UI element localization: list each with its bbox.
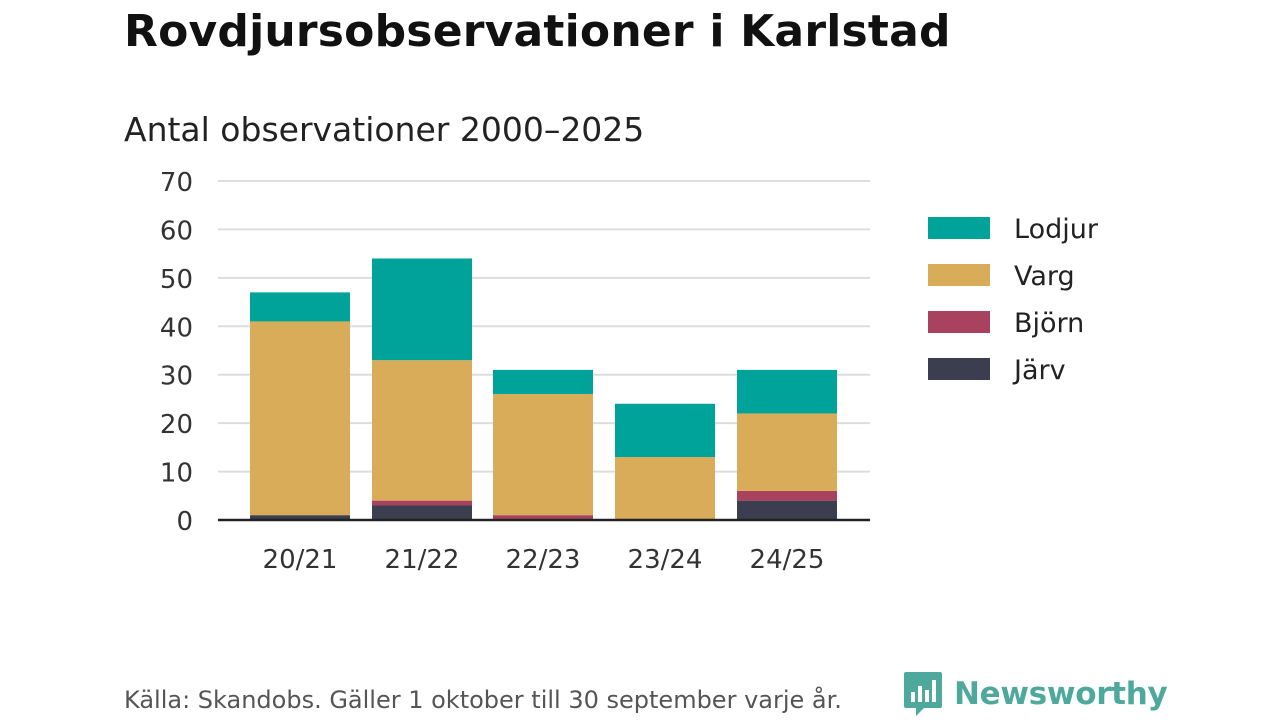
- y-tick-label: 30: [160, 362, 193, 392]
- legend-swatch-bjorn: [928, 311, 990, 333]
- y-axis-ticks: 0 10 20 30 40 50 60 70: [160, 168, 193, 537]
- legend: Lodjur Varg Björn Järv: [928, 214, 1099, 386]
- y-tick-label: 10: [160, 459, 193, 489]
- brand-name: Newsworthy: [954, 676, 1168, 712]
- bar-varg-23-24: [615, 457, 715, 520]
- chart-title: Rovdjursobservationer i Karlstad: [124, 6, 951, 57]
- bar-bjorn-21-22: [372, 500, 472, 506]
- y-tick-label: 20: [160, 410, 193, 440]
- bar-lodjur-21-22: [372, 258, 472, 361]
- x-tick-label: 23/24: [628, 545, 703, 575]
- bars: [250, 258, 837, 520]
- y-tick-label: 0: [176, 507, 193, 537]
- x-tick-label: 24/25: [750, 545, 825, 575]
- bar-jarv-24-25: [737, 500, 837, 520]
- y-tick-label: 50: [160, 265, 193, 295]
- x-tick-label: 20/21: [263, 545, 338, 575]
- y-tick-label: 70: [160, 168, 193, 198]
- bar-lodjur-23-24: [615, 403, 715, 458]
- legend-swatch-lodjur: [928, 217, 990, 239]
- bar-varg-21-22: [372, 360, 472, 501]
- bar-lodjur-22-23: [493, 369, 593, 395]
- legend-label-lodjur: Lodjur: [1014, 214, 1099, 245]
- legend-label-jarv: Järv: [1012, 355, 1066, 386]
- newsworthy-logo: Newsworthy: [902, 670, 1168, 718]
- legend-label-varg: Varg: [1014, 261, 1075, 292]
- newsworthy-icon: [904, 672, 942, 716]
- legend-swatch-jarv: [928, 358, 990, 380]
- bar-varg-22-23: [493, 394, 593, 516]
- bar-bjorn-24-25: [737, 490, 837, 501]
- source-note: Källa: Skandobs. Gäller 1 oktober till 3…: [124, 686, 842, 714]
- bar-bjorn-22-23: [493, 515, 593, 520]
- stacked-bar-chart: 0 10 20 30 40 50 60 70 20/21 21/22 22/23 23/24 24/2…: [160, 168, 1099, 575]
- x-tick-label: 21/22: [385, 545, 460, 575]
- bar-jarv-20-21: [250, 515, 350, 520]
- legend-swatch-varg: [928, 264, 990, 286]
- y-tick-label: 40: [160, 313, 193, 343]
- legend-label-bjorn: Björn: [1014, 308, 1084, 339]
- bar-lodjur-24-25: [737, 369, 837, 414]
- x-tick-label: 22/23: [506, 545, 581, 575]
- chart-subtitle: Antal observationer 2000–2025: [124, 110, 645, 149]
- x-axis-ticks: 20/21 21/22 22/23 23/24 24/25: [263, 545, 825, 575]
- bar-varg-20-21: [250, 321, 350, 516]
- bar-varg-24-25: [737, 413, 837, 491]
- bar-lodjur-20-21: [250, 292, 350, 322]
- bar-jarv-21-22: [372, 505, 472, 520]
- y-tick-label: 60: [160, 216, 193, 246]
